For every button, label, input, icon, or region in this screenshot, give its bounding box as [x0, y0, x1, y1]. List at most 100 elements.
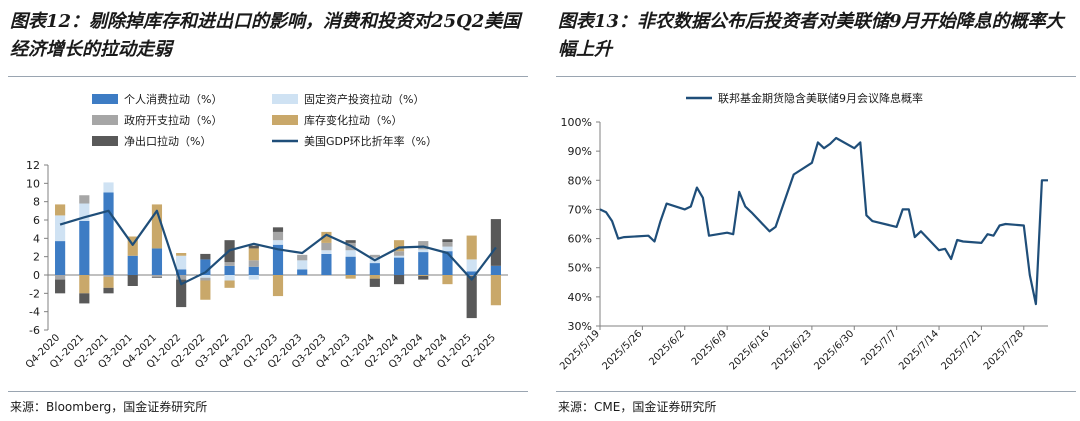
- legend-swatch: [272, 94, 298, 104]
- legend-label: 个人消费拉动（%）: [124, 92, 222, 106]
- bar-segment: [55, 204, 66, 216]
- bar-segment: [466, 235, 477, 260]
- bar-segment: [55, 279, 66, 294]
- y-tick-label: 40%: [568, 291, 592, 304]
- bar-segment: [418, 252, 429, 275]
- x-tick-label: 2025/6/9: [690, 328, 730, 368]
- bar-segment: [200, 280, 211, 300]
- bar-segment: [345, 240, 356, 243]
- bar-segment: [127, 275, 138, 286]
- left-source-divider: [8, 391, 528, 392]
- legend-label: 库存变化拉动（%）: [304, 113, 402, 127]
- bar-segment: [224, 265, 235, 275]
- bar-segment: [272, 240, 284, 245]
- bar-segment: [418, 275, 429, 280]
- y-tick-label: 4: [33, 232, 40, 245]
- left-title-divider: [8, 76, 528, 77]
- bar-segment: [248, 248, 259, 261]
- right-chart-panel: 图表13：非农数据公布后投资者对美联储9月开始降息的概率大幅上升 30% 40% 5…: [548, 0, 1080, 421]
- bar-segment: [442, 275, 453, 285]
- gdp-line: [59, 209, 497, 286]
- bar-segment: [79, 293, 90, 304]
- rate-cut-probability-line: [599, 136, 1048, 306]
- bar-segment: [200, 275, 211, 278]
- bar-segment: [393, 257, 405, 275]
- bar-segment: [79, 275, 90, 294]
- bar-segment: [248, 245, 259, 249]
- bar-segment: [442, 251, 453, 275]
- bar-segment: [297, 260, 308, 270]
- bar-segment: [151, 204, 163, 249]
- x-tick-label: 2025/7/14: [897, 328, 941, 372]
- y-tick-label: 6: [33, 214, 40, 227]
- x-tick-label: 2025/6/16: [728, 328, 772, 372]
- bar-segment: [466, 275, 477, 319]
- right-source-note: 来源：CME，国金证券研究所: [558, 400, 717, 414]
- y-tick-label: 0: [33, 269, 40, 282]
- bar-segment: [176, 279, 187, 308]
- bar-segment: [442, 246, 453, 252]
- bar-segment: [297, 269, 308, 275]
- y-tick-label: 60%: [568, 233, 592, 246]
- bar-segment: [490, 275, 501, 306]
- y-tick-label: 12: [26, 159, 40, 172]
- bar-segment: [393, 251, 405, 256]
- bar-segment: [79, 220, 90, 275]
- bar-segment: [418, 241, 429, 250]
- legend-swatch: [272, 115, 298, 125]
- legend-label: 净出口拉动（%）: [124, 134, 211, 148]
- bar-segment: [224, 275, 235, 281]
- bar-segment: [55, 275, 66, 280]
- bar-segment: [127, 236, 138, 256]
- y-tick-label: 70%: [568, 203, 592, 216]
- y-tick-label: 2: [33, 251, 40, 264]
- bar-segment: [466, 271, 477, 275]
- bar-segment: [321, 231, 332, 243]
- right-chart-title: 图表13：非农数据公布后投资者对美联储9月开始降息的概率大幅上升: [558, 11, 1064, 60]
- bar-segment: [151, 248, 163, 275]
- right-source-divider: [556, 391, 1076, 392]
- left-chart-title: 图表12：剔除掉库存和进出口的影响，消费和投资对25Q2美国经济增长的拉动走弱: [10, 11, 521, 60]
- bar-segment: [55, 215, 66, 242]
- bar-segment: [418, 249, 429, 253]
- x-tick-label: 2025/7/7: [859, 328, 899, 368]
- y-tick-label: -2: [29, 287, 40, 300]
- bar-segment: [79, 203, 90, 221]
- legend-swatch: [92, 136, 118, 146]
- bar-segment: [466, 259, 477, 272]
- bar-segment: [127, 255, 138, 275]
- bar-segment: [393, 255, 405, 258]
- x-tick-label: 2025/6/30: [812, 328, 856, 372]
- bar-segment: [248, 260, 259, 267]
- bar-segment: [151, 276, 163, 278]
- y-tick-label: -4: [29, 306, 40, 319]
- bar-segment: [200, 259, 211, 275]
- bar-segment: [490, 219, 501, 266]
- legend-label: 政府开支拉动（%）: [124, 113, 222, 127]
- x-tick-label: 2025/5/19: [558, 328, 602, 372]
- bar-segment: [297, 254, 308, 261]
- gdp-contribution-chart: -6-4-2024681012Q4-2020Q1-2021Q2-2021Q3-2…: [24, 92, 508, 371]
- y-tick-label: 100%: [561, 116, 592, 129]
- x-tick-label: 2025/7/21: [939, 328, 983, 372]
- x-tick-label: 2025/6/23: [770, 328, 814, 372]
- bar-segment: [200, 277, 211, 281]
- bar-segment: [248, 275, 259, 280]
- bar-segment: [272, 227, 284, 232]
- legend-label: 联邦基金期货隐含美联储9月会议降息概率: [718, 91, 923, 105]
- bar-segment: [176, 269, 187, 275]
- bar-segment: [224, 280, 235, 288]
- bar-segment: [224, 262, 235, 266]
- y-tick-label: 10: [26, 177, 40, 190]
- bar-segment: [418, 275, 429, 276]
- bar-segment: [151, 275, 163, 277]
- left-source-note: 来源：Bloomberg，国金证券研究所: [10, 400, 208, 414]
- bar-segment: [345, 275, 356, 279]
- legend-swatch: [92, 115, 118, 125]
- y-tick-label: 30%: [568, 320, 592, 333]
- rate-cut-probability-chart: 30% 40% 50% 60% 70% 80% 90% 100% 2025/5/192025/5…: [558, 91, 1048, 372]
- bar-segment: [369, 275, 380, 279]
- bar-segment: [248, 266, 259, 275]
- y-tick-label: 80%: [568, 174, 592, 187]
- bar-segment: [321, 242, 332, 251]
